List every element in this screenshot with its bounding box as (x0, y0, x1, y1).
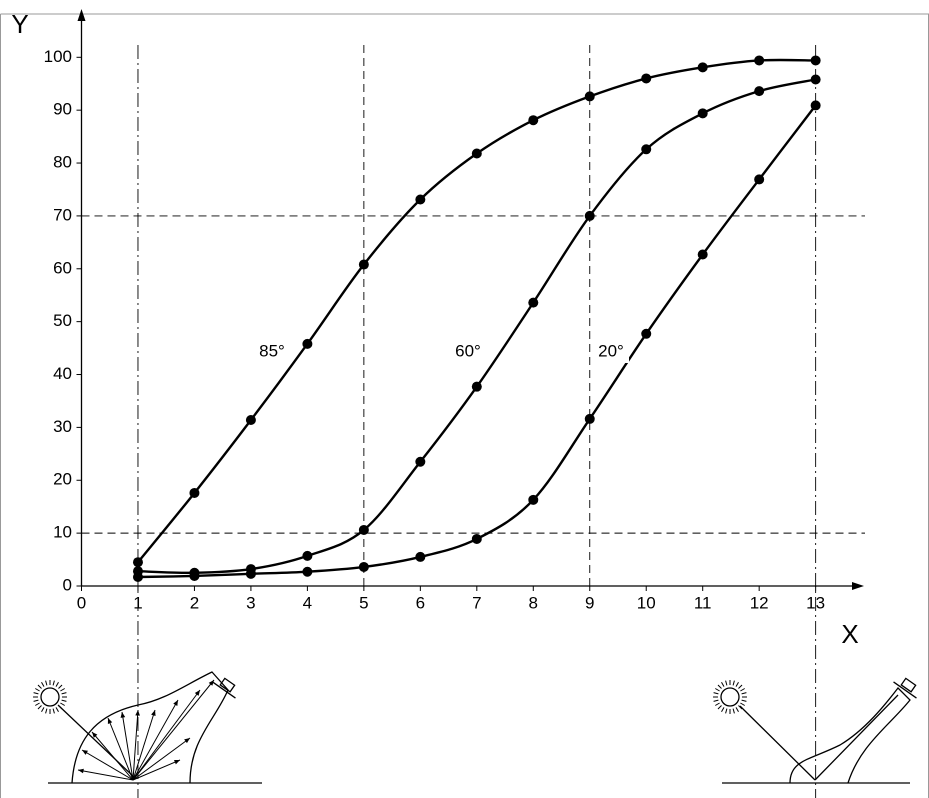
data-point (472, 534, 482, 544)
data-point (585, 211, 595, 221)
x-tick-label: 7 (472, 593, 481, 612)
y-tick-label: 60 (53, 258, 72, 277)
data-point (528, 115, 538, 125)
x-tick-label: 5 (359, 593, 368, 612)
data-point (359, 260, 369, 270)
data-point (246, 569, 256, 579)
data-point (528, 298, 538, 308)
x-tick-label: 8 (529, 593, 538, 612)
series-label: 60° (455, 341, 481, 360)
data-point (189, 488, 199, 498)
data-point (754, 86, 764, 96)
x-tick-label: 13 (806, 593, 825, 612)
data-point (415, 457, 425, 467)
data-point (302, 339, 312, 349)
x-tick-label: 2 (190, 593, 199, 612)
y-tick-label: 20 (53, 470, 72, 489)
data-point (641, 144, 651, 154)
x-tick-label: 11 (694, 593, 712, 612)
data-point (472, 149, 482, 159)
series-label: 85° (259, 341, 285, 360)
data-point (698, 108, 708, 118)
y-tick-label: 0 (63, 575, 72, 594)
data-point (133, 572, 143, 582)
y-tick-label: 10 (53, 523, 72, 542)
y-tick-label: 50 (53, 311, 72, 330)
chart: Y X 010203040506070809010001234567891011… (0, 0, 929, 798)
background (0, 0, 929, 798)
data-point (585, 414, 595, 424)
x-tick-label: 6 (416, 593, 425, 612)
data-point (698, 250, 708, 260)
x-tick-label: 3 (246, 593, 255, 612)
y-axis-label: Y (11, 9, 28, 39)
y-tick-label: 90 (53, 100, 72, 119)
data-point (811, 100, 821, 110)
y-tick-label: 30 (53, 417, 72, 436)
x-tick-label: 9 (585, 593, 594, 612)
data-point (754, 174, 764, 184)
y-tick-label: 80 (53, 153, 72, 172)
data-point (528, 495, 538, 505)
y-tick-label: 70 (53, 205, 72, 224)
data-point (415, 552, 425, 562)
data-point (585, 91, 595, 101)
data-point (415, 195, 425, 205)
x-tick-label: 1 (133, 593, 142, 612)
data-point (641, 329, 651, 339)
x-tick-label: 12 (750, 593, 769, 612)
data-point (302, 551, 312, 561)
x-tick-label: 0 (77, 593, 86, 612)
data-point (698, 62, 708, 72)
x-tick-label: 10 (637, 593, 656, 612)
page: Y X 010203040506070809010001234567891011… (0, 0, 929, 798)
y-tick-label: 40 (53, 364, 72, 383)
y-tick-label: 100 (44, 47, 72, 66)
series-label: 20° (598, 341, 624, 360)
x-tick-label: 4 (303, 593, 312, 612)
data-point (133, 557, 143, 567)
data-point (811, 75, 821, 85)
data-point (641, 73, 651, 83)
x-axis-label: X (841, 619, 858, 649)
data-point (811, 55, 821, 65)
data-point (359, 525, 369, 535)
data-point (189, 571, 199, 581)
data-point (754, 55, 764, 65)
data-point (359, 562, 369, 572)
data-point (472, 382, 482, 392)
data-point (302, 567, 312, 577)
data-point (246, 415, 256, 425)
